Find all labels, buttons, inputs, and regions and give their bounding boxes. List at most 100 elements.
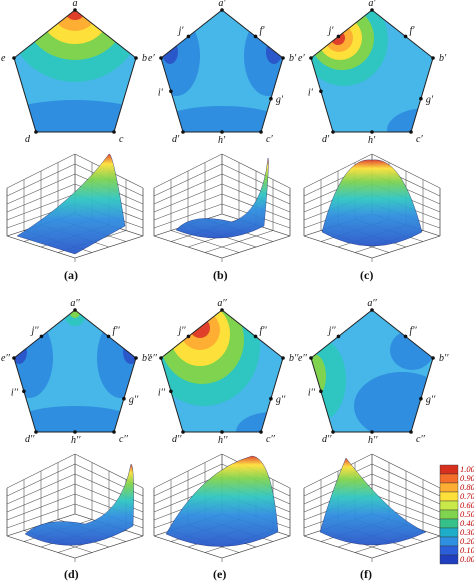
edge-dot-g [419, 96, 423, 101]
panel-e-label: (e) [213, 567, 227, 581]
edge-label-j: j′ [326, 25, 334, 36]
panel-f: a′′ b′′ c′′ d′′ e′′ f′′ g′′ h′′ i′′ j′′ [298, 298, 449, 562]
edge-label-j: j′ [176, 25, 184, 36]
edge-label-g: g′′ [276, 395, 286, 406]
vertex-dot-c [259, 430, 263, 434]
legend-swatch [439, 491, 459, 502]
legend-tick-label: 0.90 [460, 473, 474, 483]
vertex-dot-c [259, 130, 263, 134]
legend-tick-label: 0.80 [460, 482, 474, 492]
vertex-dot-b [281, 356, 285, 360]
edge-label-j: j′′ [29, 325, 39, 336]
vertex-dot-b [431, 356, 435, 360]
legend-tick-label: 0.70 [460, 491, 474, 501]
edge-dot-j [336, 334, 341, 339]
vertex-dot-b [431, 56, 435, 60]
edge-label-h: h′′ [368, 435, 378, 446]
vertex-label-b: b′′ [289, 353, 299, 364]
vertex-label-d: d [25, 134, 31, 145]
vertex-dot-e [12, 356, 16, 360]
surface-3 [24, 463, 134, 546]
legend-swatch [439, 464, 459, 475]
vertex-label-e: e′ [148, 53, 155, 64]
vertex-dot-a [370, 308, 374, 312]
legend-tick-label: 0.20 [460, 536, 474, 546]
edge-dot-g [122, 396, 126, 401]
panel-c-label: (c) [360, 268, 374, 282]
vertex-dot-c [409, 130, 413, 134]
panel-d: a′′ b′′ c′′ d′′ e′′ f′′ g′′ h′′ i′′ j′′ [1, 298, 152, 562]
vertex-dot-c [112, 430, 116, 434]
edge-dot-h [220, 430, 224, 434]
vertex-label-e: e′′ [1, 353, 11, 364]
vertex-dot-e [159, 356, 163, 360]
edge-dot-j [186, 334, 191, 339]
vertex-label-a: a′ [218, 0, 226, 9]
vertex-dot-d [331, 130, 335, 134]
edge-dot-i [319, 89, 323, 94]
vertex-dot-d [331, 430, 335, 434]
edge-label-g: g′ [276, 95, 284, 106]
vertex-label-a: a′′ [217, 298, 227, 309]
edge-dot-i [319, 389, 323, 394]
panel-a: a b c d e [1, 0, 147, 262]
edge-label-i: i′′ [11, 387, 19, 398]
legend-tick-label: 0.50 [460, 509, 474, 519]
vertex-dot-b [134, 356, 138, 360]
legend-swatch [439, 509, 459, 520]
surface-grid-1 [153, 153, 291, 262]
edge-label-f: f′′ [260, 325, 268, 336]
vertex-dot-d [34, 430, 38, 434]
edge-dot-h [73, 430, 77, 434]
vertex-label-e: e [1, 53, 6, 64]
vertex-dot-a [220, 308, 224, 312]
edge-dot-h [220, 130, 224, 134]
edge-dot-f [106, 334, 111, 339]
vertex-label-e: e′ [298, 53, 305, 64]
panel-d-label: (d) [64, 567, 79, 581]
vertex-label-c: c′ [416, 134, 423, 145]
vertex-label-d: d′ [322, 134, 330, 145]
panel-b-label: (b) [213, 268, 228, 282]
vertex-label-d: d′ [172, 134, 180, 145]
legend-tick-label: 0.40 [460, 518, 474, 528]
edge-label-h: h′′ [71, 435, 81, 446]
vertex-dot-b [281, 56, 285, 60]
edge-dot-i [169, 89, 173, 94]
panel-a-label: (a) [64, 268, 78, 282]
edge-label-g: g′′ [426, 395, 436, 406]
panel-c: a′ b′ c′ d′ e′ f′ g′ h′ i′ j′ [298, 0, 447, 262]
surface-5 [319, 457, 427, 546]
edge-dot-h [370, 130, 374, 134]
vertex-label-a: a′′ [70, 298, 80, 309]
edge-label-f: f′′ [410, 325, 418, 336]
legend-tick-label: 0.30 [460, 527, 474, 537]
legend-swatch [439, 545, 459, 556]
legend-swatch [439, 536, 459, 547]
legend-swatch [439, 482, 459, 493]
vertex-dot-a [370, 8, 374, 12]
vertex-label-b: b′ [289, 53, 297, 64]
vertex-dot-d [34, 130, 38, 134]
edge-label-g: g′′ [129, 395, 139, 406]
edge-label-i: i′′ [158, 387, 166, 398]
vertex-dot-d [181, 430, 185, 434]
legend-tick-label: 0.10 [460, 545, 474, 555]
edge-dot-j [186, 34, 191, 39]
vertex-label-a: a [73, 0, 78, 9]
vertex-label-d: d′′ [322, 434, 332, 445]
vertex-label-c: c [119, 134, 124, 145]
edge-dot-g [269, 396, 273, 401]
vertex-label-b: b′′ [439, 353, 449, 364]
vertex-label-b: b′ [439, 53, 447, 64]
vertex-dot-b [134, 56, 138, 60]
edge-dot-h [370, 430, 374, 434]
surface-2 [321, 159, 423, 247]
legend-tick-label: 0.00 [460, 554, 474, 564]
edge-dot-g [419, 396, 423, 401]
vertex-dot-d [181, 130, 185, 134]
contour-fill-d [14, 310, 136, 432]
legend-swatch [439, 473, 459, 484]
vertex-label-b: b [142, 53, 147, 64]
edge-dot-i [169, 389, 173, 394]
